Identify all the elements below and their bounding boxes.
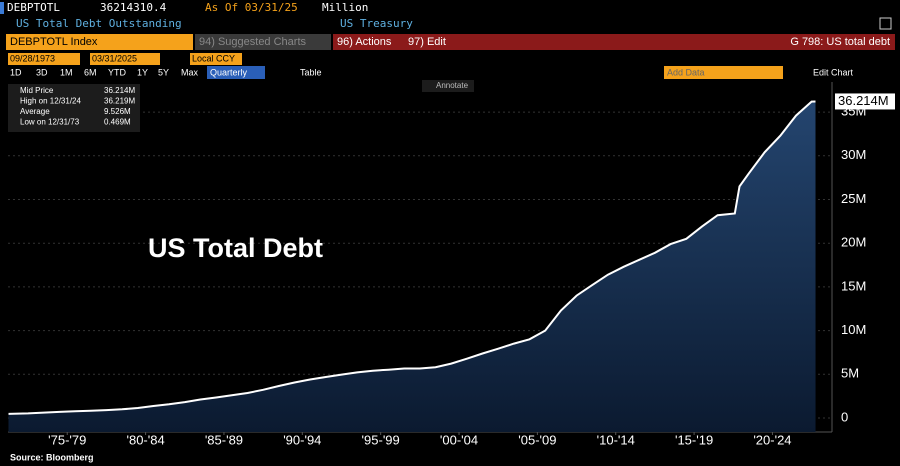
last-value-box — [835, 93, 895, 110]
x-tick-label: '00-'04 — [440, 432, 478, 447]
plot: 05M10M15M20M25M30M35M'75-'79'80-'84'85-'… — [8, 82, 895, 447]
security-field[interactable] — [6, 34, 193, 50]
units: Million — [322, 1, 368, 14]
chart-id: G 798: US total debt — [790, 36, 890, 48]
ticker: DEBPTOTL — [7, 1, 60, 14]
period-button[interactable]: Max — [181, 67, 199, 77]
y-tick-label: 25M — [841, 191, 866, 206]
suggested: 94) Suggested Charts — [199, 36, 307, 48]
add-data: Add Data — [667, 67, 705, 77]
price: 36214310.4 — [100, 1, 167, 14]
period-button[interactable]: YTD — [108, 67, 127, 77]
x-tick-label: '10-'14 — [597, 432, 635, 447]
x-tick-label: '05-'09 — [518, 432, 556, 447]
security: DEBPTOTL Index — [10, 36, 98, 48]
period-button[interactable]: 1Y — [137, 67, 148, 77]
edit[interactable]: 97) Edit — [408, 36, 446, 48]
y-tick-label: 20M — [841, 235, 866, 250]
y-tick-label: 0 — [841, 409, 848, 424]
period-button[interactable]: 3D — [36, 67, 48, 77]
end-field[interactable] — [90, 53, 160, 65]
y-tick-label: 30M — [841, 147, 866, 162]
legend-stats: Mid Price 36.214M High on 12/31/24 36.219M A… — [20, 86, 135, 127]
line — [8, 100, 816, 415]
x-tick-label: '85-'89 — [205, 432, 243, 447]
start-field[interactable] — [8, 53, 80, 65]
x-tick-label: '20-'24 — [753, 432, 791, 447]
stat-value: 36.214M — [104, 86, 135, 95]
period-button[interactable]: 1D — [10, 67, 22, 77]
period-button[interactable]: 5Y — [158, 67, 169, 77]
x-tick-label: '80-'84 — [126, 432, 164, 447]
annotate: Annotate — [436, 81, 469, 90]
stat-label: Average — [20, 107, 50, 116]
marker — [0, 2, 4, 14]
description: US Total Debt Outstanding — [16, 17, 182, 30]
x-tick-label: '75-'79 — [48, 432, 86, 447]
actions[interactable]: 96) Actions — [337, 36, 392, 48]
stat-value: 36.219M — [104, 97, 135, 106]
legend-box — [8, 84, 140, 132]
end-date: 03/31/2025 — [92, 53, 137, 63]
add-data-field[interactable] — [664, 66, 783, 79]
x-tick-label: '90-'94 — [283, 432, 321, 447]
annotate-box[interactable] — [422, 80, 474, 92]
menu-bar — [333, 34, 895, 50]
y-tick-label: 10M — [841, 322, 866, 337]
source-name: US Treasury — [340, 17, 413, 30]
popout-icon[interactable] — [879, 17, 892, 30]
suggested-button[interactable] — [195, 34, 331, 50]
x-tick-label: '15-'19 — [675, 432, 713, 447]
as-of: As Of 03/31/25 — [205, 1, 298, 14]
stat-value: 0.469M — [104, 118, 131, 127]
period-button[interactable]: 1M — [60, 67, 73, 77]
stat-label: Low on 12/31/73 — [20, 118, 80, 127]
stat-label: Mid Price — [20, 86, 54, 95]
chart-title: US Total Debt — [148, 233, 323, 263]
period-button[interactable]: 6M — [84, 67, 97, 77]
currency: Local CCY — [192, 53, 235, 63]
edit-chart[interactable]: Edit Chart — [813, 67, 854, 77]
stat-label: High on 12/31/24 — [20, 97, 81, 106]
table[interactable]: Table — [300, 67, 322, 77]
frequency-box[interactable] — [207, 66, 265, 79]
y-tick-label: 15M — [841, 278, 866, 293]
source: Source: Bloomberg — [10, 452, 94, 462]
stat-value: 9.526M — [104, 107, 131, 116]
start-date: 09/28/1973 — [10, 53, 55, 63]
frequency: Quarterly — [210, 67, 248, 77]
x-tick-label: '95-'99 — [362, 432, 400, 447]
last-value-label: 36.214M — [838, 93, 889, 108]
currency-field[interactable] — [190, 53, 242, 65]
y-tick-label: 5M — [841, 366, 859, 381]
area — [8, 101, 816, 432]
period-buttons: 1D 3D 1M 6M YTD 1Y 5Y Max — [10, 67, 199, 77]
